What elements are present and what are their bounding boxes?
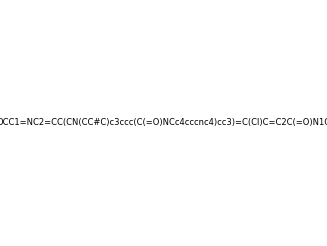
Text: OCC1=NC2=CC(CN(CC#C)c3ccc(C(=O)NCc4cccnc4)cc3)=C(Cl)C=C2C(=O)N1C: OCC1=NC2=CC(CN(CC#C)c3ccc(C(=O)NCc4cccnc… [0, 119, 327, 127]
